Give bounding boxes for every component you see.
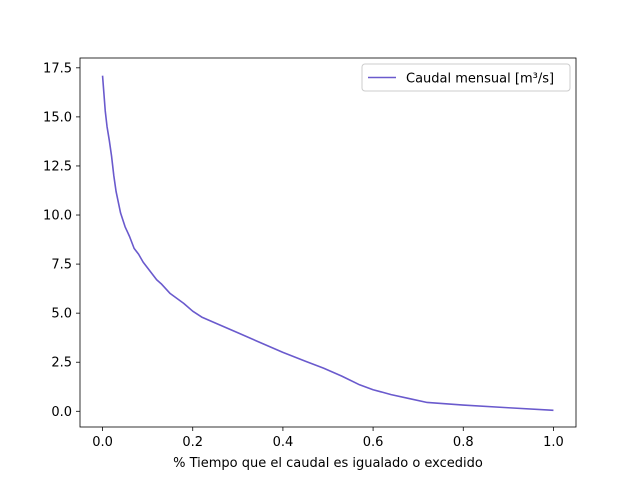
x-tick-label: 0.8 (453, 435, 474, 450)
legend: Caudal mensual [m³/s] (361, 63, 571, 92)
y-tick-label: 12.5 (43, 159, 72, 174)
x-tick-label: 0.4 (273, 435, 294, 450)
y-axis-ticks: 0.0 2.5 5.0 7.5 10.0 12.5 15.0 17.5 (43, 61, 80, 420)
y-tick-label: 0.0 (51, 405, 72, 420)
x-tick-label: 0.0 (92, 435, 113, 450)
y-tick-label: 10.0 (43, 209, 72, 224)
legend-label: Caudal mensual [m³/s] (406, 72, 554, 87)
series-layer (101, 75, 554, 412)
x-tick-label: 0.2 (182, 435, 203, 450)
plot-area (80, 58, 576, 427)
x-axis-label: % Tiempo que el caudal es igualado o exc… (173, 456, 483, 471)
y-tick-label: 15.0 (43, 110, 72, 125)
legend-box (361, 63, 571, 92)
y-tick-label: 5.0 (51, 307, 72, 322)
y-tick-label: 17.5 (43, 61, 72, 76)
plot-frame (79, 57, 577, 428)
x-tick-label: 1.0 (543, 435, 564, 450)
y-tick-label: 2.5 (51, 356, 72, 371)
x-tick-label: 0.6 (363, 435, 384, 450)
series-line (101, 75, 554, 412)
y-tick-label: 7.5 (51, 258, 72, 273)
x-axis-ticks: 0.0 0.2 0.4 0.6 0.8 1.0 (92, 427, 564, 450)
